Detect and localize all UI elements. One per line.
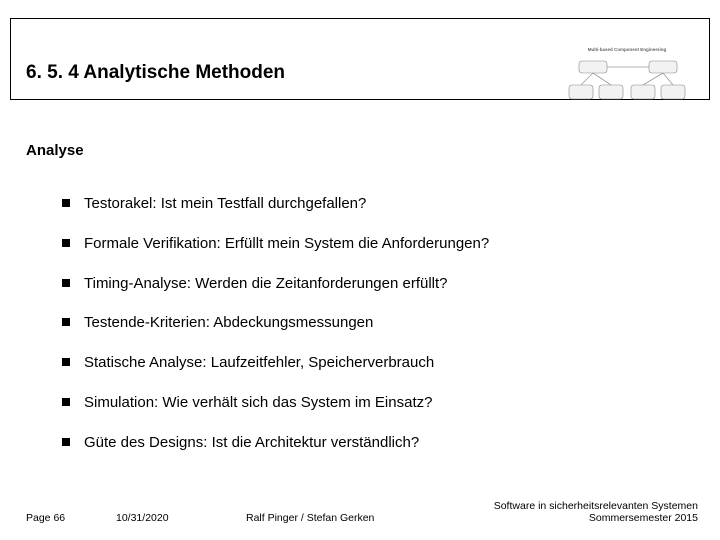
- bullet-item: Simulation: Wie verhält sich das System …: [62, 394, 680, 413]
- bullet-item: Formale Verifikation: Erfüllt mein Syste…: [62, 235, 680, 254]
- bullet-item: Testende-Kriterien: Abdeckungsmessungen: [62, 314, 680, 333]
- footer-course-line1: Software in sicherheitsrelevanten System…: [494, 500, 698, 512]
- bullet-marker: [62, 318, 70, 326]
- slide-subtitle: Analyse: [26, 142, 84, 159]
- footer-date: 10/31/2020: [116, 512, 246, 524]
- footer-course: Software in sicherheitsrelevanten System…: [494, 500, 698, 524]
- bullet-item: Statische Analyse: Laufzeitfehler, Speic…: [62, 354, 680, 373]
- bullet-text: Statische Analyse: Laufzeitfehler, Speic…: [84, 354, 434, 373]
- header-diagram: Multi-based Component Engineering: [567, 41, 687, 111]
- bullet-text: Testorakel: Ist mein Testfall durchgefal…: [84, 195, 366, 214]
- bullet-marker: [62, 398, 70, 406]
- header-bar: Multi-based Component Engineering: [10, 18, 710, 100]
- bullet-item: Güte des Designs: Ist die Architektur ve…: [62, 434, 680, 453]
- footer-course-line2: Sommersemester 2015: [494, 512, 698, 524]
- footer-page: Page 66: [26, 512, 116, 524]
- bullet-text: Simulation: Wie verhält sich das System …: [84, 394, 432, 413]
- bullet-text: Formale Verifikation: Erfüllt mein Syste…: [84, 235, 489, 254]
- diagram-svg: Multi-based Component Engineering: [567, 41, 687, 111]
- bullet-marker: [62, 438, 70, 446]
- svg-text:Multi-based Component Engineer: Multi-based Component Engineering: [588, 47, 667, 52]
- bullet-text: Testende-Kriterien: Abdeckungsmessungen: [84, 314, 373, 333]
- footer-author: Ralf Pinger / Stefan Gerken: [246, 512, 494, 524]
- bullet-text: Timing-Analyse: Werden die Zeitanforderu…: [84, 275, 448, 294]
- slide: Multi-based Component Engineering 6. 5. …: [0, 0, 720, 540]
- bullet-marker: [62, 239, 70, 247]
- bullet-marker: [62, 279, 70, 287]
- bullet-item: Testorakel: Ist mein Testfall durchgefal…: [62, 195, 680, 214]
- bullet-marker: [62, 199, 70, 207]
- bullet-item: Timing-Analyse: Werden die Zeitanforderu…: [62, 275, 680, 294]
- slide-title: 6. 5. 4 Analytische Methoden: [26, 62, 285, 84]
- bullet-marker: [62, 358, 70, 366]
- bullet-list: Testorakel: Ist mein Testfall durchgefal…: [62, 195, 680, 473]
- bullet-text: Güte des Designs: Ist die Architektur ve…: [84, 434, 419, 453]
- footer: Page 66 10/31/2020 Ralf Pinger / Stefan …: [26, 500, 698, 524]
